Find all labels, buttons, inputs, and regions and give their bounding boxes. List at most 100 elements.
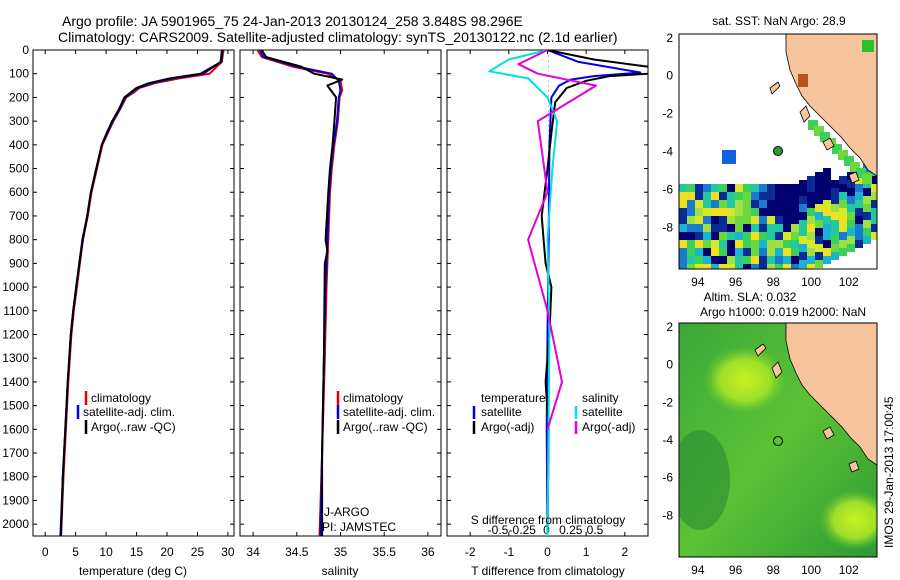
legend-label-satellite: satellite-adj. clim.	[343, 405, 435, 419]
sst-cell	[863, 212, 871, 220]
legend-label-t-satellite: satellite	[481, 405, 522, 419]
legend-label-climatology: climatology	[91, 391, 151, 405]
sst-cell	[838, 150, 848, 160]
sst-cell	[863, 236, 871, 244]
sst-cell	[695, 184, 703, 192]
sst-cell	[807, 224, 815, 232]
sst-cell	[791, 264, 799, 269]
x-tick-label: 36	[421, 545, 435, 559]
sst-cell	[823, 168, 831, 176]
map-x-tick-label: 96	[729, 275, 743, 289]
sst-cell	[695, 232, 703, 240]
island-simeulue	[769, 81, 781, 95]
sst-cell	[783, 232, 791, 240]
sst-cell	[831, 196, 839, 204]
map-x-tick-label: 102	[839, 275, 859, 289]
sst-cell	[743, 256, 751, 264]
sst-float-marker	[773, 146, 783, 156]
sst-cell	[759, 256, 767, 264]
sst-cell	[783, 248, 791, 256]
sst-cell	[743, 248, 751, 256]
sst-cell	[823, 184, 831, 192]
legend-label-argo: Argo(..raw -QC)	[91, 420, 176, 434]
sst-cell	[775, 184, 783, 192]
legend-label-satellite: satellite-adj. clim.	[83, 405, 175, 419]
sst-map-title: sat. SST: NaN Argo: 28.9	[712, 14, 846, 28]
sst-cell	[711, 200, 719, 208]
map-x-tick-label: 100	[801, 275, 821, 289]
sst-cell	[703, 232, 711, 240]
sst-cell	[687, 192, 695, 200]
sst-cell	[799, 260, 807, 268]
sst-cell	[839, 192, 847, 200]
sst-cell	[839, 248, 847, 256]
annotation-pi: PI: JAMSTEC	[322, 520, 396, 534]
map-x-tick-label: 94	[691, 563, 705, 577]
sst-cell	[823, 232, 831, 240]
sst-cell	[735, 208, 743, 216]
x-tick-label: 34	[246, 545, 260, 559]
sst-cell	[751, 216, 759, 224]
annotation-j-argo: J-ARGO	[324, 505, 369, 519]
island-nias	[799, 105, 811, 123]
y-tick-label: 800	[9, 233, 29, 247]
sst-cell	[791, 256, 799, 264]
x-tick-label: -2	[465, 545, 476, 559]
sst-cell	[703, 256, 711, 264]
sst-cell	[823, 200, 831, 208]
sst-cell	[719, 264, 727, 269]
sst-cell	[847, 188, 855, 196]
sst-cell	[695, 248, 703, 256]
sst-cell	[791, 208, 799, 216]
sst-cell	[719, 192, 727, 200]
y-tick-label: 900	[9, 256, 29, 270]
difference-series	[488, 50, 648, 536]
map-x-tick-label: 100	[801, 563, 821, 577]
sst-cell	[679, 200, 687, 208]
sst-cell	[759, 232, 767, 240]
sst-cell	[815, 252, 823, 260]
sst-cell	[799, 252, 807, 260]
sst-cell	[703, 216, 711, 224]
sst-cell	[711, 232, 719, 240]
sst-cell	[814, 126, 824, 136]
sst-cell	[687, 200, 695, 208]
sst-cell	[679, 264, 687, 269]
sst-cell	[791, 232, 799, 240]
sst-cell	[687, 232, 695, 240]
series-line-argo-raw-qc-	[60, 50, 224, 536]
y-tick-label: 500	[9, 162, 29, 176]
salinity-plot-frame	[239, 49, 442, 537]
sst-cell	[759, 248, 767, 256]
y-tick-label: 2000	[2, 517, 29, 531]
sst-cell	[855, 232, 863, 240]
sst-cell	[791, 192, 799, 200]
sla-map-frame	[678, 322, 878, 558]
sst-cell	[767, 192, 775, 200]
sst-cell	[831, 188, 839, 196]
sst-cell	[823, 256, 831, 264]
x-tick-label: 5	[72, 545, 79, 559]
sst-cell	[751, 192, 759, 200]
sst-cell	[844, 156, 854, 166]
sst-cell	[719, 240, 727, 248]
sst-cell	[711, 184, 719, 192]
sst-cell	[735, 200, 743, 208]
sst-cell	[711, 216, 719, 224]
map-x-tick-label: 98	[767, 275, 781, 289]
sst-cell	[767, 224, 775, 232]
sst-cell	[839, 176, 847, 184]
sst-cell	[815, 212, 823, 220]
sumatra-land	[785, 34, 877, 177]
sst-cell	[727, 200, 735, 208]
y-tick-label: 1300	[2, 351, 29, 365]
x-tick-label: 15	[130, 545, 144, 559]
map-x-tick-label: 94	[691, 275, 705, 289]
sst-cell	[687, 208, 695, 216]
sst-cell	[871, 184, 877, 192]
sst-cell	[743, 208, 751, 216]
sst-cell	[679, 256, 687, 264]
sst-cell	[799, 204, 807, 212]
y-tick-label: 100	[9, 67, 29, 81]
